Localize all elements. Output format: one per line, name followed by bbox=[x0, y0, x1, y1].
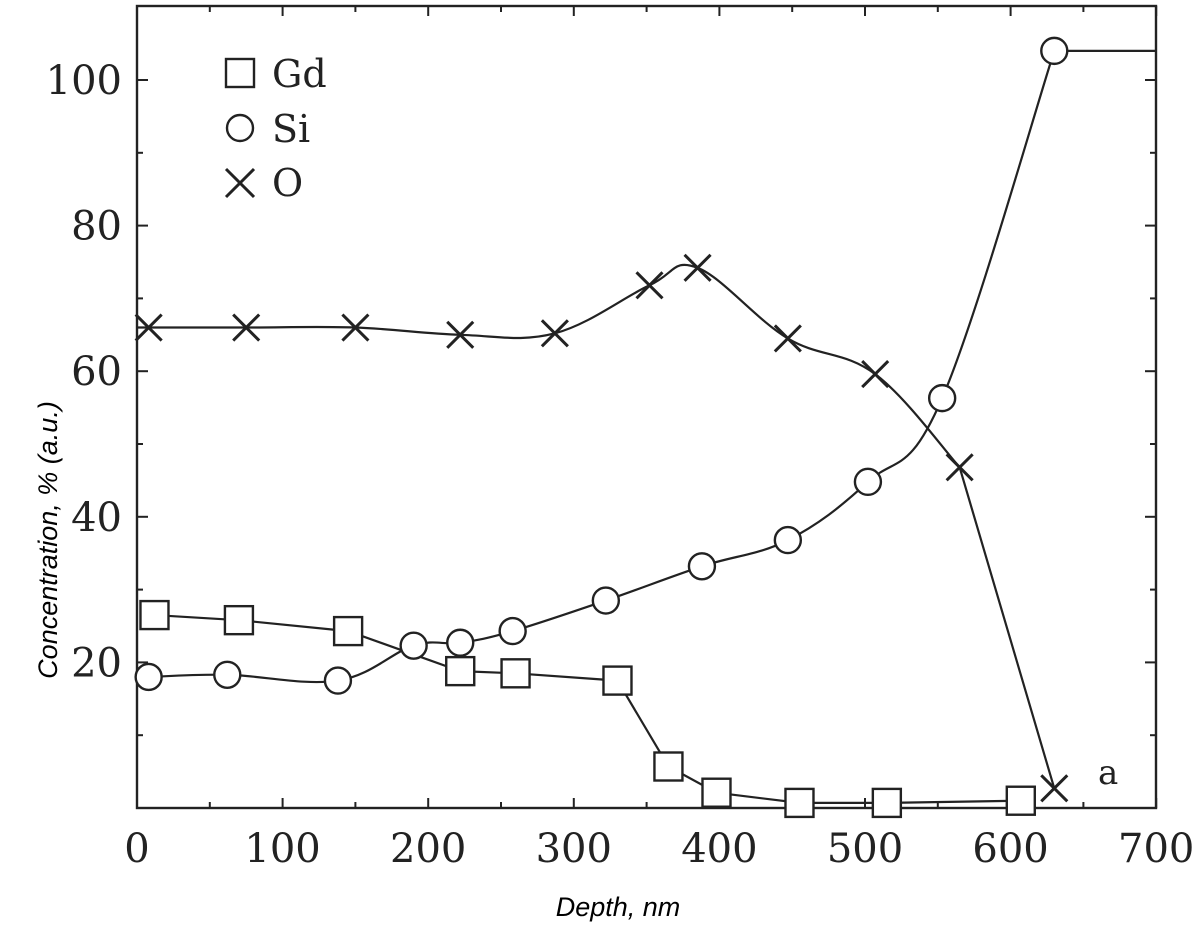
marker-si bbox=[446, 628, 475, 657]
marker-o-stroke bbox=[232, 313, 261, 342]
marker-si bbox=[323, 666, 353, 695]
y-tick-label: 100 bbox=[46, 58, 122, 104]
x-tick-label: 700 bbox=[1118, 826, 1194, 872]
marker-si bbox=[399, 631, 428, 660]
marker-o bbox=[635, 271, 664, 300]
marker-o-stroke bbox=[134, 313, 163, 342]
marker-o bbox=[134, 313, 163, 342]
marker-si bbox=[134, 662, 163, 692]
marker-si bbox=[927, 383, 957, 413]
marker-gd bbox=[653, 751, 684, 782]
legend-marker-circle bbox=[225, 113, 255, 143]
y-tick-label: 60 bbox=[71, 349, 122, 395]
marker-o bbox=[945, 453, 974, 482]
legend-marker-cross bbox=[224, 167, 256, 199]
marker-gd bbox=[784, 787, 815, 819]
y-axis-title: Concentration, % (a.u.) bbox=[33, 401, 63, 679]
panel-annotation: a bbox=[1098, 753, 1118, 793]
marker-o bbox=[773, 324, 802, 353]
x-tick-label: 600 bbox=[972, 826, 1048, 872]
marker-o-stroke bbox=[540, 319, 569, 348]
marker-gd bbox=[701, 777, 732, 808]
x-tick-label: 0 bbox=[124, 826, 149, 872]
marker-si bbox=[213, 660, 242, 689]
marker-si bbox=[591, 586, 621, 615]
x-tick-label: 300 bbox=[536, 826, 612, 872]
marker-o-stroke bbox=[945, 453, 974, 482]
series-markers bbox=[134, 36, 1069, 819]
marker-gd bbox=[602, 665, 633, 696]
marker-o-stroke bbox=[683, 253, 712, 282]
y-tick-label: 20 bbox=[71, 640, 122, 686]
legend-label-si: Si bbox=[272, 107, 310, 151]
x-tick-label: 200 bbox=[390, 826, 466, 872]
marker-gd bbox=[500, 658, 531, 689]
marker-gd bbox=[871, 787, 903, 819]
marker-si bbox=[853, 467, 883, 497]
marker-gd bbox=[445, 655, 476, 687]
marker-o bbox=[683, 253, 712, 282]
legend-label-gd: Gd bbox=[272, 52, 327, 96]
marker-o bbox=[540, 319, 569, 348]
legend-label-o: O bbox=[272, 161, 303, 205]
marker-o bbox=[861, 360, 890, 389]
marker-o-stroke bbox=[1040, 774, 1069, 803]
x-tick-label: 500 bbox=[827, 826, 903, 872]
series-line-gd bbox=[154, 613, 1021, 805]
legend-marker-square bbox=[224, 57, 256, 89]
y-tick-label: 40 bbox=[71, 495, 122, 541]
marker-si bbox=[1040, 36, 1069, 66]
marker-si bbox=[687, 552, 717, 581]
x-axis-title: Depth, nm bbox=[556, 892, 681, 922]
marker-o bbox=[446, 320, 475, 349]
marker-gd bbox=[332, 615, 364, 647]
legend: Gd Si O bbox=[224, 52, 327, 205]
marker-o bbox=[341, 313, 370, 342]
series-line-o bbox=[137, 263, 1056, 789]
marker-si bbox=[498, 616, 527, 646]
marker-gd bbox=[223, 604, 255, 636]
marker-o bbox=[1040, 774, 1069, 803]
y-tick-label: 80 bbox=[71, 204, 122, 250]
marker-o-stroke bbox=[446, 320, 475, 349]
marker-o-stroke bbox=[861, 360, 890, 389]
marker-o-stroke bbox=[341, 313, 370, 342]
x-tick-label: 400 bbox=[681, 826, 757, 872]
marker-gd bbox=[1005, 785, 1036, 816]
marker-o-stroke bbox=[773, 324, 802, 353]
marker-o-stroke bbox=[635, 271, 664, 300]
axis-ticks bbox=[136, 6, 1158, 808]
marker-si bbox=[773, 525, 803, 555]
marker-gd bbox=[139, 599, 170, 631]
marker-o bbox=[232, 313, 261, 342]
tick-labels: 0 100 200 300 400 500 600 700 20 40 60 80 100 bbox=[46, 58, 1195, 872]
x-tick-label: 100 bbox=[244, 826, 320, 872]
